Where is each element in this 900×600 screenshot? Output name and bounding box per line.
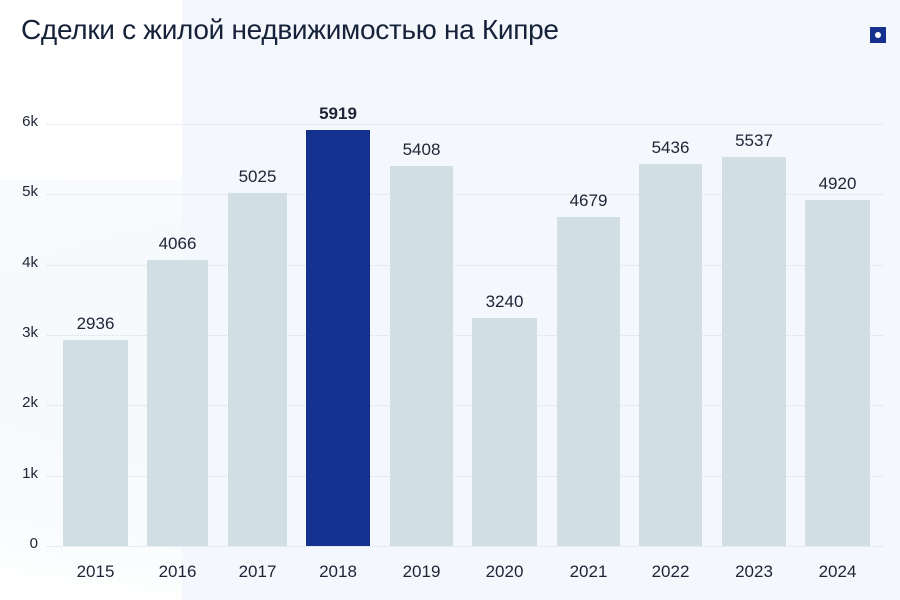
- y-tick: 6k: [22, 113, 38, 130]
- gridline-3k: [47, 335, 883, 336]
- square-dot-icon: [870, 27, 886, 43]
- x-tick-label: 2022: [651, 562, 690, 581]
- x-tick-label: 2021: [569, 562, 608, 581]
- x-tick-label: 2015: [76, 562, 115, 581]
- x-tick-label: 2023: [735, 562, 773, 581]
- y-tick: 0: [29, 535, 38, 552]
- value-label: 4066: [158, 234, 197, 253]
- bar-2016: [147, 260, 208, 546]
- value-label: 5025: [238, 167, 277, 186]
- gridline-2k: [47, 405, 883, 406]
- value-label: 5436: [651, 138, 690, 157]
- gridline-0: [47, 546, 883, 547]
- y-tick: 2k: [22, 394, 38, 411]
- gridline-5k: [47, 194, 883, 195]
- value-label: 5408: [402, 140, 441, 159]
- bar-2018: [306, 130, 370, 546]
- value-label: 5537: [735, 131, 773, 150]
- y-tick: 1k: [22, 465, 38, 482]
- chart-title: Сделки с жилой недвижимостью на Кипре: [21, 14, 559, 45]
- value-label: 4920: [818, 174, 857, 193]
- x-tick-label: 2018: [319, 562, 357, 581]
- bar-2024: [805, 200, 870, 546]
- y-tick: 4k: [22, 254, 38, 271]
- value-label: 3240: [485, 292, 524, 311]
- bar-2021: [557, 217, 620, 546]
- bar-2017: [228, 193, 287, 546]
- gridline-6k: [47, 124, 883, 125]
- bar-2022: [639, 164, 702, 546]
- bar-2020: [472, 318, 537, 546]
- x-tick-label: 2019: [402, 562, 441, 581]
- gridline-4k: [47, 265, 883, 266]
- y-tick: 5k: [22, 183, 38, 200]
- value-label: 2936: [76, 314, 115, 333]
- x-tick-label: 2020: [485, 562, 524, 581]
- bar-2015: [63, 340, 128, 546]
- value-label: 4679: [569, 191, 608, 210]
- value-label: 5919: [319, 104, 357, 123]
- y-tick: 3k: [22, 324, 38, 341]
- x-tick-label: 2016: [158, 562, 197, 581]
- x-tick-label: 2024: [818, 562, 857, 581]
- gridline-1k: [47, 476, 883, 477]
- x-tick-label: 2017: [238, 562, 277, 581]
- bar-2023: [722, 157, 786, 546]
- bar-2019: [390, 166, 453, 546]
